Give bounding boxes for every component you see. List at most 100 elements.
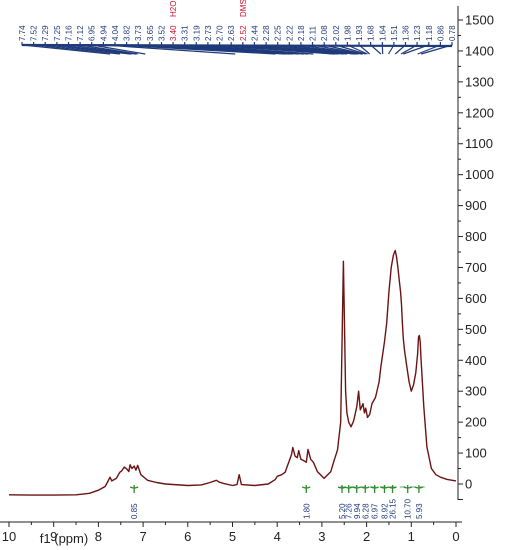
y-tick-label: 100 xyxy=(465,446,487,461)
svg-text:1.64: 1.64 xyxy=(378,25,387,41)
x-tick-label: 6 xyxy=(184,529,191,544)
integral-label: 1.80 xyxy=(302,503,311,519)
integral-label: 5.93 xyxy=(415,503,424,519)
svg-text:7.52: 7.52 xyxy=(30,25,39,41)
svg-text:6.97: 6.97 xyxy=(371,503,380,519)
peak-label: 7.25 xyxy=(53,25,62,41)
y-tick-label: 600 xyxy=(465,291,487,306)
peak-label: 2.28 xyxy=(262,25,271,41)
svg-text:2.25: 2.25 xyxy=(274,25,283,41)
svg-text:6.28: 6.28 xyxy=(361,503,370,519)
y-tick-label: 1500 xyxy=(465,13,494,28)
svg-text:8.92: 8.92 xyxy=(381,503,390,519)
x-tick-label: 7 xyxy=(139,529,146,544)
svg-text:7.74: 7.74 xyxy=(18,25,27,41)
peak-label: 3.40 H2O xyxy=(169,1,178,41)
svg-text:5.20: 5.20 xyxy=(338,503,347,519)
peak-label: 3.19 xyxy=(192,25,201,41)
peak-label: 2.52 DMSO xyxy=(239,0,248,41)
peak-connector xyxy=(420,42,453,55)
svg-text:2.08: 2.08 xyxy=(320,25,329,41)
svg-text:1.68: 1.68 xyxy=(367,25,376,41)
peak-label: 2.08 xyxy=(320,25,329,41)
y-axis: 0 100 200 300 400 500 600 700 800 900 1000 1100 1200… xyxy=(457,6,494,500)
integral-label: 6.28 xyxy=(361,503,370,519)
y-tick-label: 1300 xyxy=(465,74,494,89)
solvent-label: H2O xyxy=(169,1,178,17)
y-tick-label: 900 xyxy=(465,198,487,213)
peak-label: 2.02 xyxy=(332,25,341,41)
peak-label: 7.16 xyxy=(65,25,74,41)
svg-text:7.12: 7.12 xyxy=(76,25,85,41)
peak-label: 3.31 xyxy=(181,25,190,41)
peak-label: 6.95 xyxy=(88,25,97,41)
peak-label: 2.44 xyxy=(250,25,259,41)
x-tick-label: 4 xyxy=(274,529,281,544)
x-tick-label: 3 xyxy=(318,529,325,544)
svg-text:2.11: 2.11 xyxy=(309,25,318,41)
peak-label: 7.52 xyxy=(30,25,39,41)
peak-label: 1.98 xyxy=(343,25,352,41)
peak-label: 2.70 xyxy=(216,25,225,41)
peak-label: 1.18 xyxy=(425,25,434,41)
peak-label: 2.18 xyxy=(297,25,306,41)
svg-text:2.73: 2.73 xyxy=(204,25,213,41)
y-tick-label: 1100 xyxy=(465,136,493,151)
peak-label-band xyxy=(21,43,453,48)
peak-label: 2.63 xyxy=(227,25,236,41)
svg-text:3.52: 3.52 xyxy=(158,25,167,41)
svg-text:1.80: 1.80 xyxy=(302,503,311,519)
svg-text:2.18: 2.18 xyxy=(297,25,306,41)
svg-text:0.85: 0.85 xyxy=(130,503,139,519)
svg-text:2.70: 2.70 xyxy=(216,25,225,41)
peak-label: 2.25 xyxy=(274,25,283,41)
svg-text:3.73: 3.73 xyxy=(134,25,143,41)
svg-text:1.93: 1.93 xyxy=(355,25,364,41)
integral-label: 10.70 xyxy=(404,498,413,519)
peak-label: 3.82 xyxy=(123,25,132,41)
x-tick-label: 1 xyxy=(408,529,415,544)
peak-label-layer: 7.74 7.52 7.29 7.25 7.16 7.12 6.95 4.94 4.04 3.82… xyxy=(18,0,457,55)
peak-connector xyxy=(370,42,382,55)
y-tick-label: 500 xyxy=(465,322,487,337)
peak-label: 3.65 xyxy=(146,25,155,41)
y-tick-label: 200 xyxy=(465,415,487,430)
x-tick-label: 9 xyxy=(50,529,57,544)
peak-label: 1.64 xyxy=(378,25,387,41)
peak-label: 0.78 xyxy=(448,25,457,41)
svg-text:1.18: 1.18 xyxy=(425,25,434,41)
x-tick-label: 0 xyxy=(452,529,459,544)
integral-label: 0.85 xyxy=(130,503,139,519)
svg-text:26.15: 26.15 xyxy=(389,498,398,519)
svg-text:6.95: 6.95 xyxy=(88,25,97,41)
peak-label: 0.86 xyxy=(436,25,445,41)
svg-text:2.28: 2.28 xyxy=(262,25,271,41)
peak-label: 7.12 xyxy=(76,25,85,41)
y-tick-label: 1200 xyxy=(465,105,494,120)
svg-text:5.93: 5.93 xyxy=(415,503,424,519)
peak-label: 2.73 xyxy=(204,25,213,41)
peak-label: 1.23 xyxy=(413,25,422,41)
svg-text:3.40: 3.40 xyxy=(169,25,178,41)
svg-text:2.52: 2.52 xyxy=(239,25,248,41)
y-tick-label: 400 xyxy=(465,353,487,368)
integral-label: 6.97 xyxy=(371,503,380,519)
peak-label: 7.29 xyxy=(41,25,50,41)
x-tick-label: 10 xyxy=(2,529,16,544)
peak-label: 2.11 xyxy=(309,25,318,41)
peak-label: 4.04 xyxy=(111,25,120,41)
peak-label: 4.94 xyxy=(99,25,108,41)
peak-label: 3.52 xyxy=(158,25,167,41)
svg-text:9.94: 9.94 xyxy=(353,503,362,519)
integral-label: 5.20 xyxy=(338,503,347,519)
y-tick-label: 1000 xyxy=(465,167,494,182)
peak-label: 1.93 xyxy=(355,25,364,41)
peak-label: 3.73 xyxy=(134,25,143,41)
integral-label: 26.15 xyxy=(389,498,398,519)
svg-text:4.94: 4.94 xyxy=(99,25,108,41)
svg-text:2.22: 2.22 xyxy=(285,25,294,41)
x-axis: 10 9 8 7 6 5 4 3 2 1 0 xyxy=(0,521,462,544)
svg-text:2.44: 2.44 xyxy=(250,25,259,41)
svg-text:2.63: 2.63 xyxy=(227,25,236,41)
